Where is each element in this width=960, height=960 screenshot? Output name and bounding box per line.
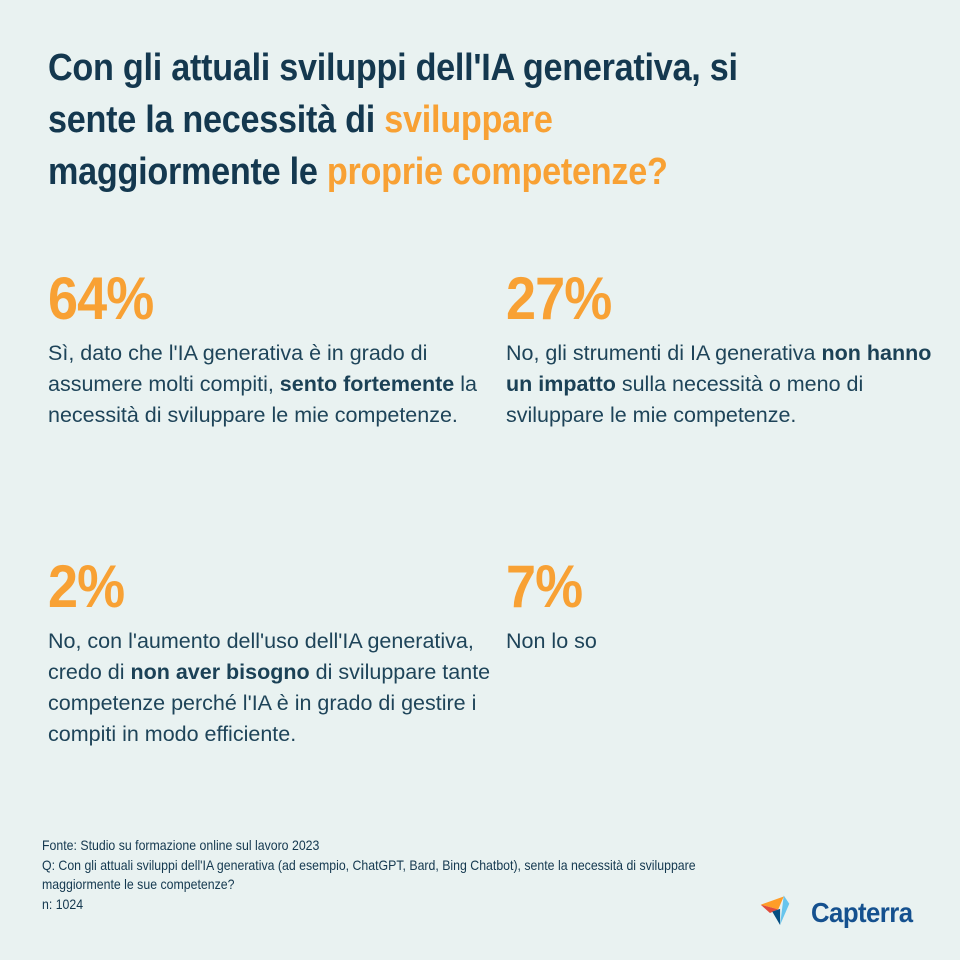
title-line1: Con gli attuali sviluppi dell'IA generat…	[48, 47, 738, 89]
desc-text: No, con l'aumento dell'uso dell'IA gener…	[48, 629, 474, 684]
source-line: Fonte: Studio su formazione online sul l…	[42, 837, 320, 853]
desc-bold-text: sento fortemente	[279, 372, 455, 396]
desc-text: Non lo so	[506, 629, 597, 653]
stat-block-non-lo-so: 7% Non lo so	[506, 556, 934, 657]
question-line-1: Q: Con gli attuali sviluppi dell'IA gene…	[42, 856, 696, 873]
desc-bold-text: non aver bisogno	[130, 660, 310, 684]
question-line-2: maggiormente le sue competenze?	[42, 876, 235, 892]
title-line3-navy: maggiormente le	[48, 151, 327, 193]
stat-block-si-fortemente: 64% Sì, dato che l'IA generativa è in gr…	[48, 268, 500, 431]
title-line3-highlight: proprie competenze?	[326, 151, 668, 193]
capterra-logo: Capterra	[758, 890, 921, 936]
desc-bold-text: non hanno un impatto	[506, 341, 932, 396]
stat-block-nessun-impatto: 27% No, gli strumenti di IA generativa n…	[506, 268, 934, 431]
stat-description: Sì, dato che l'IA generativa è in grado …	[48, 338, 500, 431]
capterra-logo-icon	[760, 895, 790, 925]
page-title: Con gli attuali sviluppi dell'IA generat…	[48, 42, 738, 198]
stat-percentage: 7%	[506, 553, 583, 620]
desc-text: No, gli strumenti di IA generativa	[506, 341, 822, 365]
desc-text: sulla necessità o meno di sviluppare le …	[506, 372, 864, 427]
capterra-logo-text: Capterra	[811, 897, 913, 928]
stat-percentage: 64%	[48, 265, 154, 332]
sample-size-line: n: 1024	[42, 895, 84, 912]
stat-description: No, gli strumenti di IA generativa non h…	[506, 338, 934, 431]
stat-block-non-aver-bisogno: 2% No, con l'aumento dell'uso dell'IA ge…	[48, 556, 496, 750]
stat-description: No, con l'aumento dell'uso dell'IA gener…	[48, 626, 496, 750]
stat-percentage: 2%	[48, 553, 125, 620]
title-line2-highlight: sviluppare	[384, 99, 553, 141]
desc-text: la necessità di sviluppare le mie compet…	[48, 372, 477, 427]
footnote: Fonte: Studio su formazione online sul l…	[42, 836, 696, 914]
desc-text: Sì, dato che l'IA generativa è in grado …	[48, 341, 428, 396]
stat-percentage: 27%	[506, 265, 612, 332]
title-line2-navy: sente la necessità di	[48, 99, 385, 141]
desc-text: di sviluppare tante competenze perché l'…	[48, 660, 491, 746]
stat-description: Non lo so	[506, 626, 934, 657]
